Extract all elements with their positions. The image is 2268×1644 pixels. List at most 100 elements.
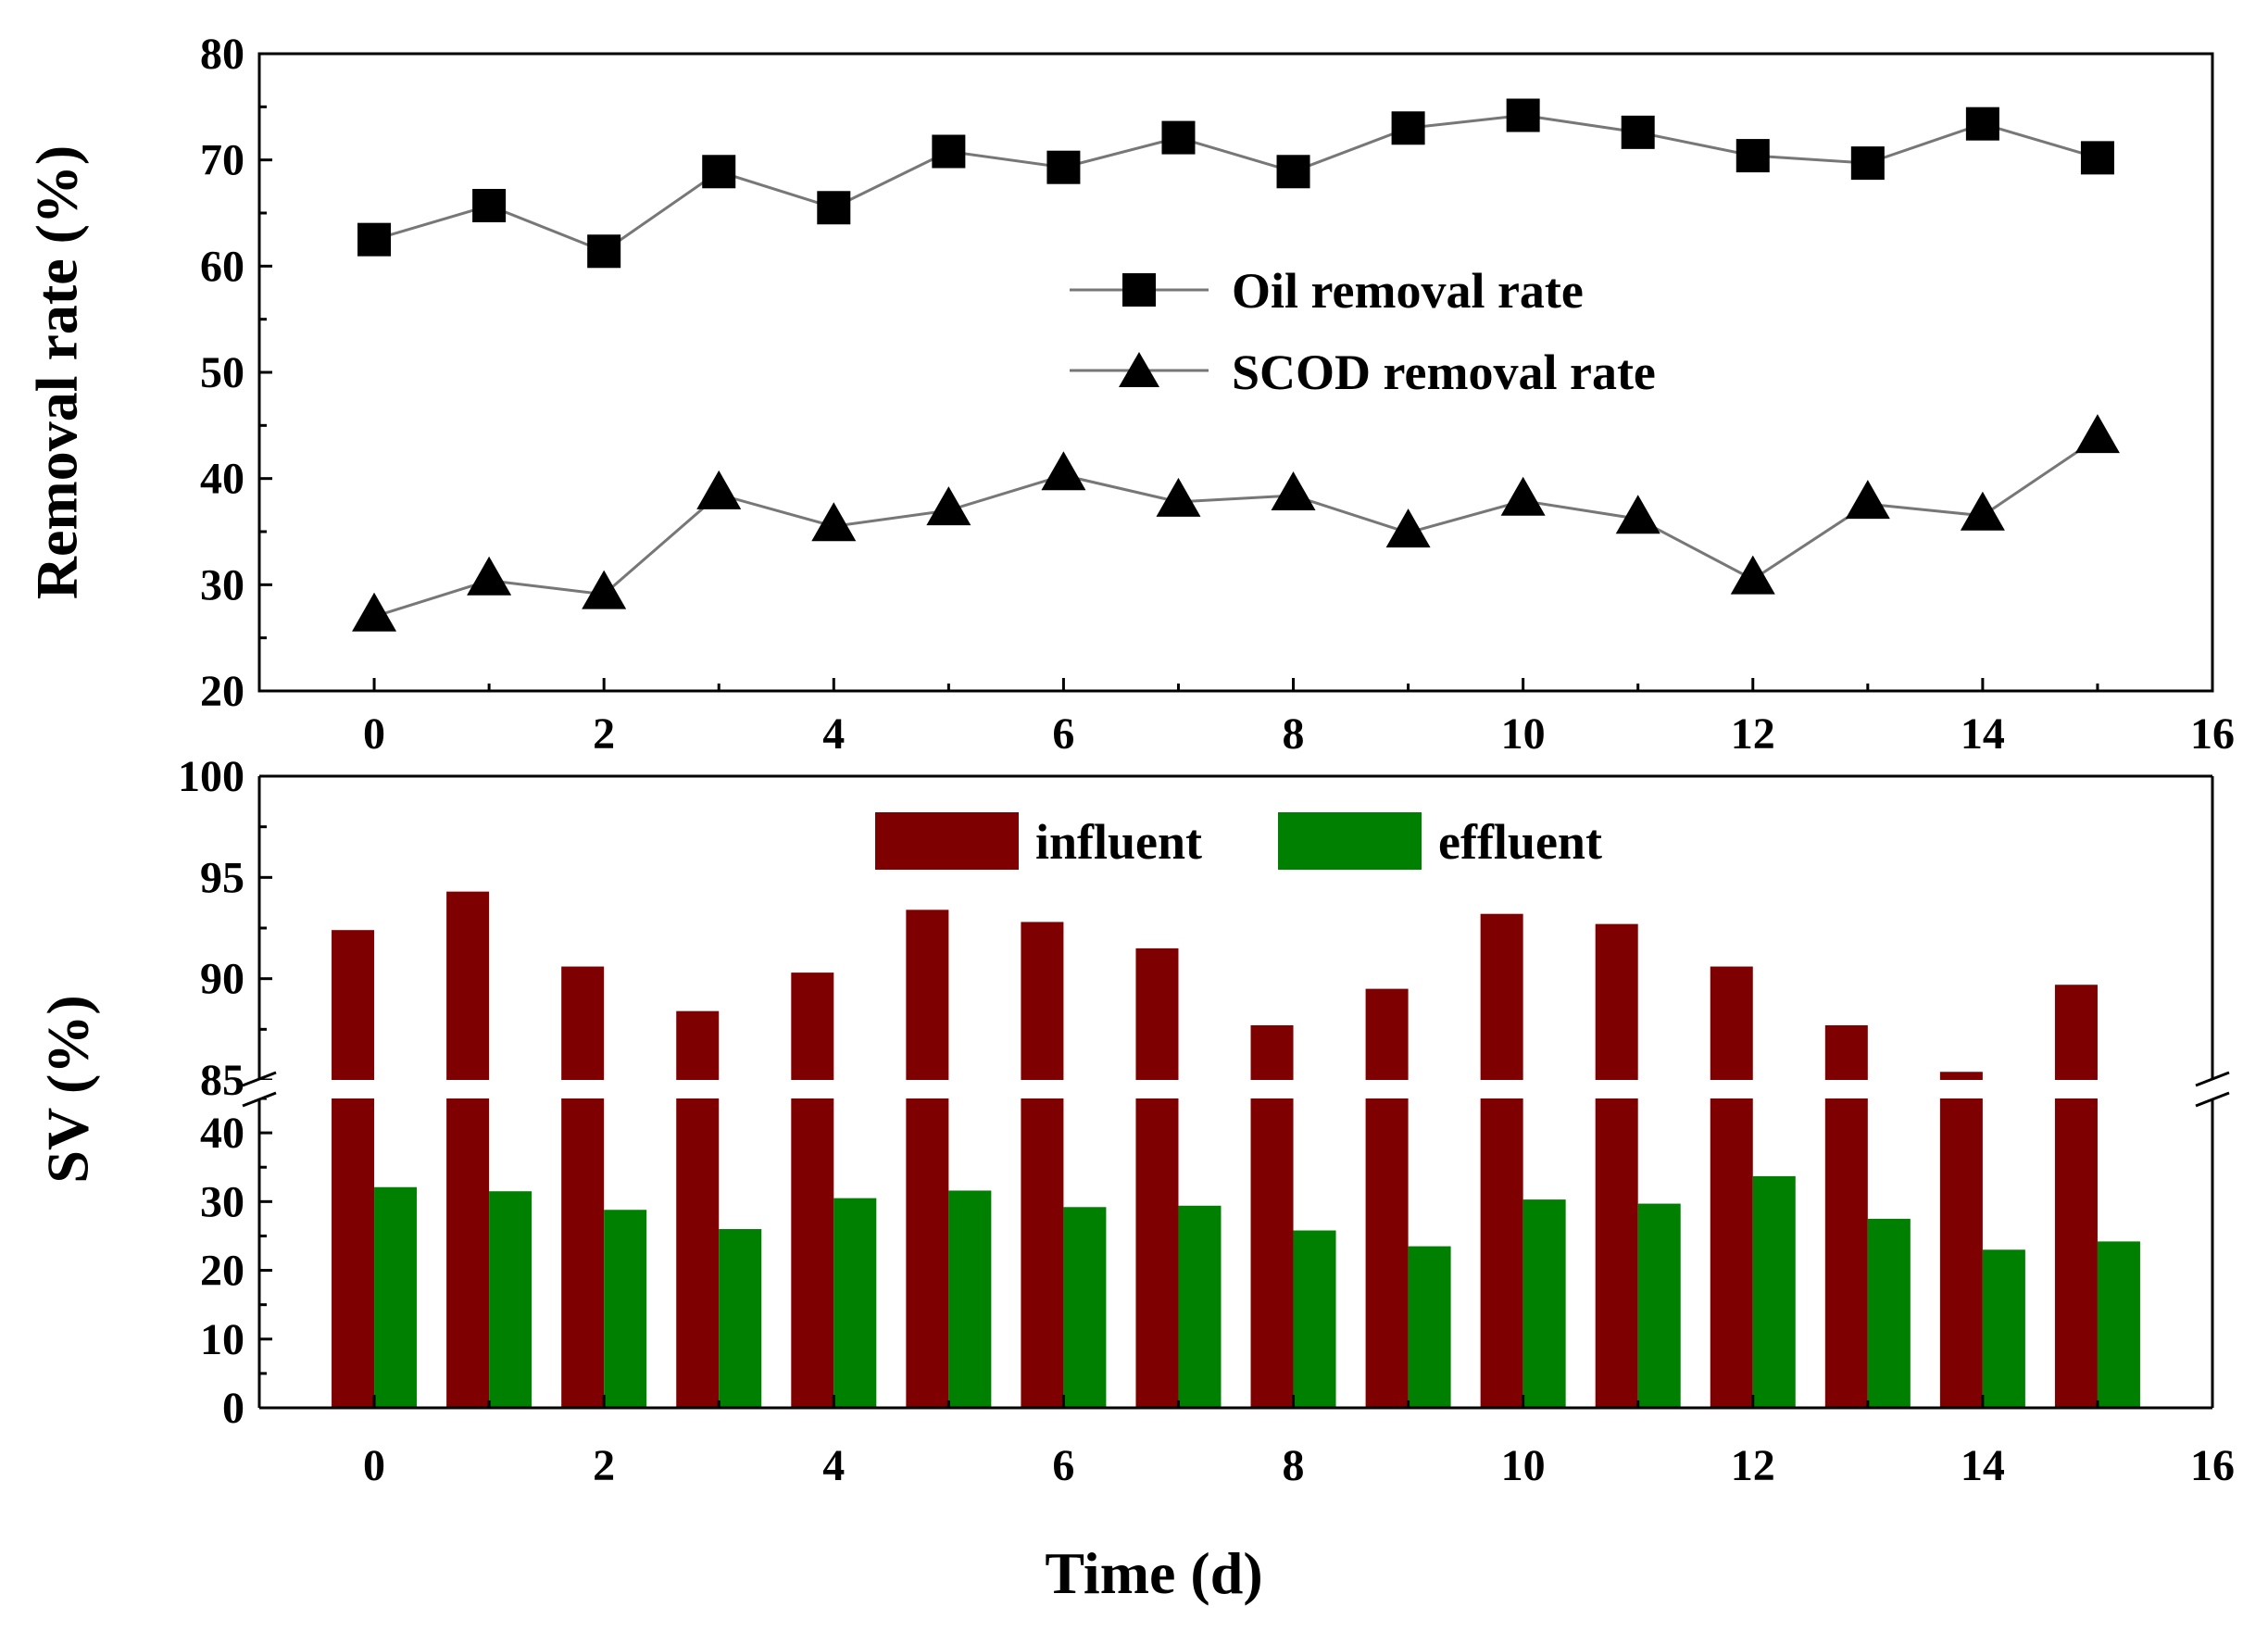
oil-removal-point [1276,155,1310,189]
bottom-x-tick-label: 16 [2190,1441,2235,1490]
series-line-oil [373,113,2099,253]
oil-removal-point [1161,120,1196,155]
top-y-tick-label: 80 [200,30,244,79]
scod-removal-point [1041,451,1086,491]
oil-removal-point [1046,150,1081,184]
influent-bar [1135,947,1179,1408]
bottom-y-lower-tick-label: 0 [222,1384,244,1433]
scod-removal-point [811,502,857,542]
top-y-tick-label: 20 [200,667,244,716]
bottom-x-tick-label: 4 [822,1441,845,1490]
effluent-bar [1293,1230,1336,1408]
bottom-x-tick-label: 12 [1731,1441,1775,1490]
scod-removal-point [1845,480,1890,520]
oil-removal-point [587,234,621,269]
top-x-tick-label: 4 [822,709,845,759]
top-x-tick-label: 12 [1731,709,1775,759]
top-y-tick-label: 60 [200,242,244,291]
influent-bar [1480,913,1523,1408]
top-x-tick-label: 8 [1283,709,1305,759]
oil-removal-point [817,191,851,225]
oil-removal-point [932,134,966,169]
top-y-tick-label: 40 [200,455,244,504]
top-legend: Oil removal rate SCOD removal rate [1070,263,1656,400]
bottom-x-tick-label: 8 [1283,1441,1305,1490]
legend-effluent-swatch [1278,812,1422,870]
effluent-bar [604,1210,647,1408]
influent-bar [1021,922,1064,1408]
oil-removal-point [1735,139,1770,173]
bottom-x-tick-label: 14 [1961,1441,2005,1490]
effluent-bar [2097,1241,2140,1408]
axis-break-mark-left-a [242,1071,277,1087]
bottom-axis-ticks: 85 90 95 100 0 10 20 30 40 0 2 4 6 8 10 12 14 16 [178,752,2235,1490]
effluent-bar [719,1229,762,1408]
oil-removal-point [1506,98,1540,132]
influent-bar [1710,966,1753,1408]
oil-removal-point [2080,141,2114,175]
influent-bar [676,1010,720,1408]
effluent-bar [1522,1199,1566,1408]
oil-removal-point [357,222,392,257]
axis-break-mark-right-b [2195,1091,2230,1108]
scod-removal-point [1730,555,1775,595]
oil-removal-point [472,188,507,222]
influent-bar [332,930,375,1408]
bottom-y-upper-tick-label: 85 [200,1056,244,1105]
legend-influent-swatch [875,812,1019,870]
effluent-bar [948,1190,992,1408]
effluent-bar [1178,1205,1222,1408]
bottom-y-axis-title: SV (%) [35,995,101,1183]
effluent-bar [1637,1203,1681,1408]
legend-scod-label: SCOD removal rate [1232,345,1656,400]
bottom-panel: 85 90 95 100 0 10 20 30 40 0 2 4 6 8 10 12 14 16 SV (%) T… [35,752,2235,1606]
legend-oil-label: Oil removal rate [1232,263,1584,319]
oil-removal-point [702,155,736,189]
series-line-scod [373,436,2099,619]
scod-removal-point [696,470,742,509]
scod-removal-point [352,592,397,632]
effluent-bar [374,1186,418,1408]
top-x-tick-label: 16 [2190,709,2235,759]
legend-scod-triangle-marker [1119,352,1159,387]
scod-removal-point [1500,476,1546,516]
bottom-y-lower-tick-label: 10 [200,1315,244,1364]
effluent-bar [833,1198,877,1408]
scod-removal-point [1271,471,1316,511]
legend-effluent-label: effluent [1438,814,1602,870]
bottom-x-axis-title: Time (d) [1045,1540,1262,1606]
top-x-tick-label: 14 [1961,709,2005,759]
influent-bar [906,910,949,1408]
bottom-y-upper-tick-label: 90 [200,955,244,1004]
scod-removal-point [1156,477,1201,517]
effluent-bar [1752,1175,1796,1408]
bottom-x-tick-label: 6 [1052,1441,1074,1490]
influent-bar [2054,985,2098,1408]
top-y-tick-label: 70 [200,136,244,185]
top-y-axis-title: Removal rate (%) [24,145,90,599]
scod-removal-point [1615,495,1660,534]
top-panel: 20 30 40 50 60 70 80 0 2 4 6 8 10 12 14 16 Removal rate… [24,30,2235,759]
influent-bar [561,966,605,1408]
bottom-x-tick-label: 10 [1501,1441,1546,1490]
effluent-bar [1063,1207,1107,1408]
scod-removal-point [1960,491,2005,531]
bottom-y-upper-tick-label: 95 [200,853,244,902]
influent-bar [1939,1072,1983,1408]
bottom-y-upper-tick-label: 100 [178,752,244,801]
axis-break-mark-right-a [2195,1071,2230,1087]
oil-removal-point [1621,115,1655,149]
top-y-tick-label: 50 [200,348,244,397]
legend-influent-label: influent [1035,814,1202,870]
axis-break-mark-left-b [242,1091,277,1108]
influent-bar [1595,923,1638,1408]
scod-removal-point [926,486,971,526]
influent-bar [446,891,490,1408]
axis-break-gap [259,1080,2212,1098]
top-series-markers [352,98,2120,632]
scod-removal-point [2074,414,2120,454]
top-x-tick-label: 2 [593,709,615,759]
top-x-tick-label: 10 [1501,709,1546,759]
top-x-tick-label: 6 [1052,709,1074,759]
bottom-y-lower-tick-label: 20 [200,1247,244,1296]
